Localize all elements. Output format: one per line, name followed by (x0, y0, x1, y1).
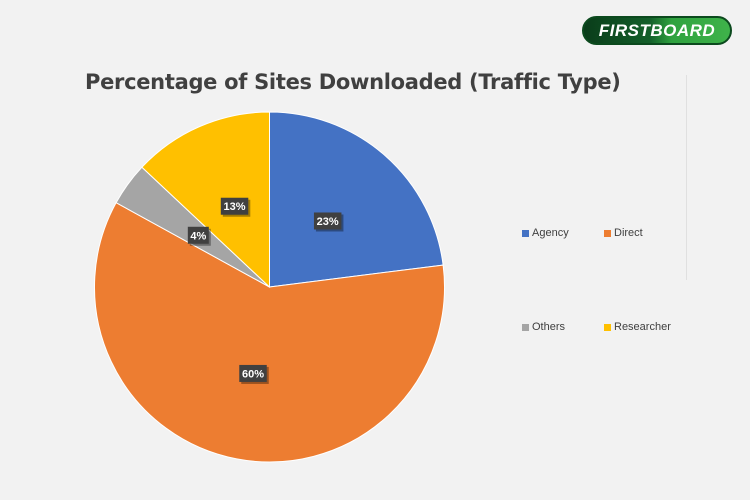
legend-label: Direct (614, 227, 643, 239)
divider (686, 75, 687, 280)
data-label-researcher: 13% (220, 197, 251, 217)
pie-slice-direct (94, 202, 445, 463)
legend-item-others: Others (522, 321, 565, 333)
firstboard-logo: FIRSTBOARD (582, 16, 732, 45)
data-label-direct: 60% (239, 364, 269, 384)
logo-text: FIRSTBOARD (598, 20, 716, 40)
svg-text:60%: 60% (242, 368, 264, 380)
pie-slice-researcher (141, 111, 270, 289)
chart-title: Percentage of Sites Downloaded (Traffic … (85, 70, 621, 94)
pie-slice-agency (269, 111, 444, 288)
legend-swatch (604, 323, 611, 331)
legend-item-researcher: Researcher (604, 321, 671, 333)
legend-swatch (604, 229, 611, 237)
data-label-others: 4% (187, 226, 211, 246)
legend-item-direct: Direct (604, 227, 643, 239)
svg-text:4%: 4% (190, 230, 206, 242)
legend-label: Agency (532, 227, 569, 239)
legend-swatch (522, 229, 529, 237)
legend-label: Others (532, 321, 566, 333)
svg-text:13%: 13% (224, 201, 246, 213)
svg-text:23%: 23% (317, 216, 339, 228)
data-label-agency: 23% (313, 212, 344, 232)
legend-label: Researcher (614, 321, 671, 333)
legend-swatch (522, 323, 529, 331)
legend-item-agency: Agency (522, 227, 569, 239)
